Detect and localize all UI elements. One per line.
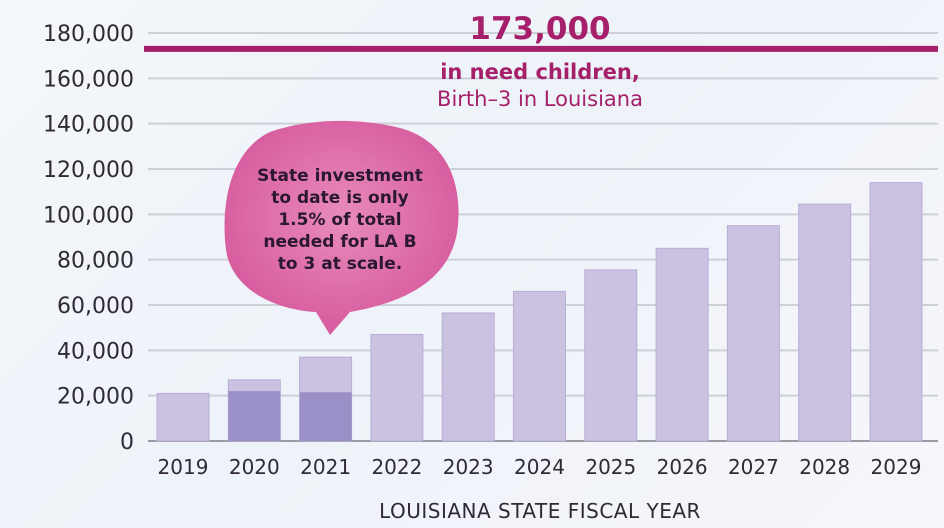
x-tick-label: 2023: [443, 455, 494, 479]
target-value-label: 173,000: [469, 11, 610, 47]
bar-2028: [798, 203, 852, 442]
callout-line-2: to date is only: [271, 188, 409, 208]
bar-funded-2020: [228, 391, 281, 441]
y-tick-label: 20,000: [57, 385, 134, 410]
bar-2019: [156, 392, 210, 442]
x-tick-label: 2025: [585, 455, 636, 479]
bar-2029: [869, 182, 923, 442]
bar-2027: [726, 225, 780, 442]
speech-bubble-shape: [224, 120, 459, 335]
bar-2026: [655, 247, 709, 442]
bar-2024: [513, 290, 566, 442]
bar-2025: [584, 269, 638, 442]
callout-line-4: needed for LA B: [263, 232, 416, 252]
x-tick-label: 2029: [871, 455, 922, 479]
y-tick-label: 120,000: [43, 158, 134, 183]
x-axis-ticks: 2019 2020 2021 2022 2023 2024 2025 2026 2027 2028…: [158, 455, 922, 479]
x-tick-label: 2021: [300, 455, 351, 479]
callout-line-1: State investment: [257, 166, 423, 186]
x-tick-label: 2026: [657, 455, 708, 479]
x-tick-label: 2019: [158, 455, 209, 479]
y-tick-label: 0: [120, 430, 134, 455]
x-tick-label: 2020: [229, 455, 280, 479]
y-tick-label: 160,000: [43, 67, 134, 92]
y-tick-label: 180,000: [43, 22, 134, 47]
y-tick-label: 140,000: [43, 113, 134, 138]
bar-2023: [441, 312, 495, 442]
x-tick-label: 2028: [799, 455, 850, 479]
target-caption-line1: in need children,: [440, 60, 640, 84]
y-tick-label: 60,000: [57, 294, 134, 319]
callout-line-3: 1.5% of total: [278, 210, 401, 230]
x-axis-label: LOUISIANA STATE FISCAL YEAR: [379, 499, 701, 523]
target-caption-line2: Birth–3 in Louisiana: [437, 87, 643, 111]
y-axis-ticks: 0 20,000 40,000 60,000 80,000 100,000 120,000 1…: [43, 22, 134, 455]
callout-line-5: to 3 at scale.: [278, 254, 402, 274]
bar-funded-2021: [299, 392, 352, 441]
x-tick-label: 2024: [514, 455, 565, 479]
bar-2022: [370, 333, 424, 442]
y-tick-label: 80,000: [57, 249, 134, 274]
y-tick-label: 100,000: [43, 203, 134, 228]
bars: [156, 182, 923, 442]
x-tick-label: 2022: [371, 455, 422, 479]
x-tick-label: 2027: [728, 455, 779, 479]
speech-bubble-callout: State investment to date is only 1.5% of…: [224, 120, 459, 335]
y-tick-label: 40,000: [57, 339, 134, 364]
